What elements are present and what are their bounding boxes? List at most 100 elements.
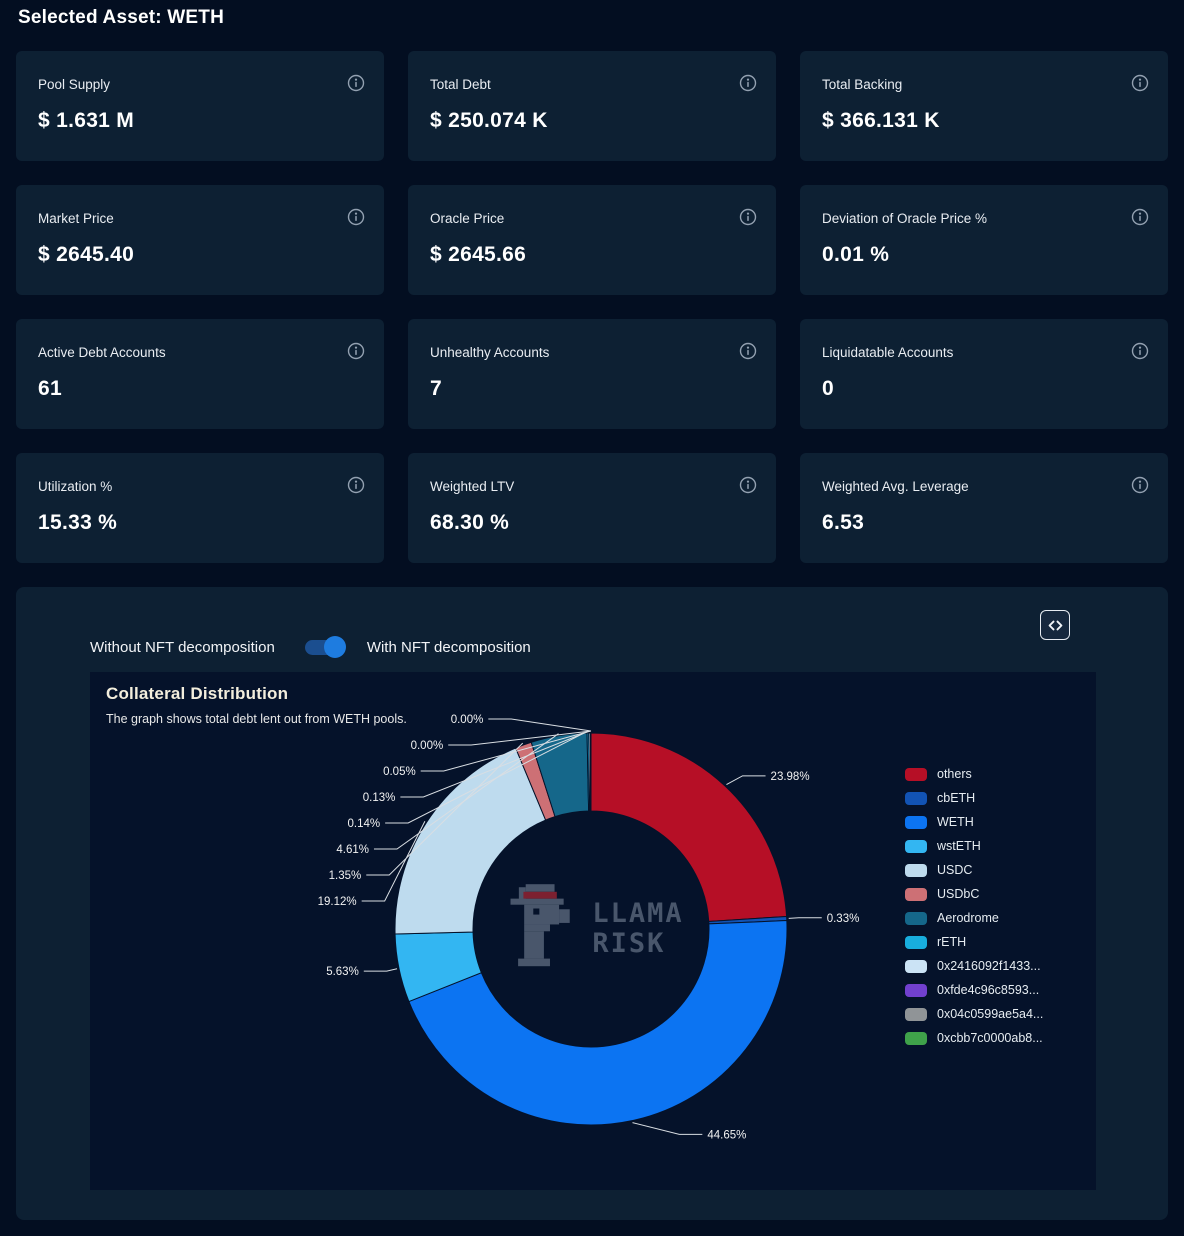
- code-icon: [1046, 616, 1065, 635]
- donut-slice-USDC[interactable]: [394, 747, 547, 935]
- info-icon[interactable]: [738, 207, 758, 227]
- legend-item-0x2416092f1433-[interactable]: 0x2416092f1433...: [905, 954, 1043, 978]
- chart-subtitle: The graph shows total debt lent out from…: [106, 712, 407, 726]
- stat-label: Weighted LTV: [430, 479, 515, 494]
- stat-label: Active Debt Accounts: [38, 345, 166, 360]
- info-icon[interactable]: [1130, 341, 1150, 361]
- legend-label: rETH: [937, 935, 967, 949]
- slice-percent-label: 5.63%: [326, 966, 359, 978]
- legend-item-rETH[interactable]: rETH: [905, 930, 1043, 954]
- collateral-distribution-chart: 0.00% 0.00% 0.05% 0.13% 0.14% 4.61% 1.35% 19.12…: [90, 672, 1096, 1190]
- legend-item-wstETH[interactable]: wstETH: [905, 834, 1043, 858]
- stat-value: $ 1.631 M: [38, 109, 135, 132]
- stat-card-oracle-price: Oracle Price $ 2645.66: [408, 185, 776, 295]
- legend-swatch: [905, 815, 927, 829]
- legend-label: WETH: [937, 815, 974, 829]
- stat-label: Weighted Avg. Leverage: [822, 479, 969, 494]
- stat-value: $ 250.074 K: [430, 109, 548, 132]
- label-leader-line: [488, 718, 592, 732]
- stat-card-oracle-deviation: Deviation of Oracle Price % 0.01 %: [800, 185, 1168, 295]
- legend-swatch: [905, 1031, 927, 1045]
- stat-card-pool-supply: Pool Supply $ 1.631 M: [16, 51, 384, 161]
- legend-item-others[interactable]: others: [905, 762, 1043, 786]
- label-leader-line: [400, 730, 590, 798]
- legend-label: wstETH: [937, 839, 981, 853]
- legend-item-0xcbb7c0000ab8-[interactable]: 0xcbb7c0000ab8...: [905, 1026, 1043, 1050]
- code-expand-button[interactable]: [1040, 610, 1070, 640]
- donut-slice-others[interactable]: [590, 732, 788, 922]
- stat-card-liquidatable-accounts: Liquidatable Accounts 0: [800, 319, 1168, 429]
- label-leader-line: [385, 730, 589, 824]
- legend-label: 0x2416092f1433...: [937, 959, 1041, 973]
- info-icon[interactable]: [346, 73, 366, 93]
- stat-label: Liquidatable Accounts: [822, 345, 954, 360]
- info-icon[interactable]: [1130, 207, 1150, 227]
- slice-percent-label: 19.12%: [318, 896, 357, 908]
- legend-item-0x04c0599ae5a4-[interactable]: 0x04c0599ae5a4...: [905, 1002, 1043, 1026]
- info-icon[interactable]: [1130, 475, 1150, 495]
- donut-slice-WETH[interactable]: [408, 920, 788, 1126]
- slice-percent-label: 0.00%: [411, 740, 444, 752]
- info-icon[interactable]: [738, 73, 758, 93]
- stats-grid: Pool Supply $ 1.631 M Total Debt $ 250.0…: [16, 51, 1168, 563]
- chart-title: Collateral Distribution: [106, 684, 289, 703]
- slice-percent-label: 0.05%: [383, 766, 416, 778]
- slice-percent-label: 23.98%: [771, 771, 810, 783]
- stat-value: $ 2645.66: [430, 243, 527, 266]
- legend-item-WETH[interactable]: WETH: [905, 810, 1043, 834]
- stat-value: 7: [430, 377, 442, 400]
- stat-value: 6.53: [822, 511, 865, 534]
- legend-swatch: [905, 1007, 927, 1021]
- stat-label: Deviation of Oracle Price %: [822, 211, 988, 226]
- legend-label: 0xcbb7c0000ab8...: [937, 1031, 1043, 1045]
- stat-card-weighted-avg-leverage: Weighted Avg. Leverage 6.53: [800, 453, 1168, 563]
- label-leader-line: [726, 775, 766, 786]
- slice-percent-label: 0.14%: [348, 818, 381, 830]
- label-leader-line: [420, 730, 591, 772]
- stat-card-weighted-ltv: Weighted LTV 68.30 %: [408, 453, 776, 563]
- nft-decomposition-toggle[interactable]: [304, 636, 346, 658]
- legend-item-cbETH[interactable]: cbETH: [905, 786, 1043, 810]
- nft-decomposition-toggle-row: Without NFT decomposition With NFT decom…: [16, 587, 1168, 672]
- legend-item-0xfde4c96c8593-[interactable]: 0xfde4c96c8593...: [905, 978, 1043, 1002]
- stat-label: Utilization %: [38, 479, 113, 494]
- legend-swatch: [905, 839, 927, 853]
- chart-legend: others cbETH WETH wstETH USDC USDbC Aerodrome r…: [905, 762, 1043, 1050]
- legend-item-Aerodrome[interactable]: Aerodrome: [905, 906, 1043, 930]
- slice-percent-label: 0.00%: [451, 714, 484, 726]
- info-icon[interactable]: [1130, 73, 1150, 93]
- toggle-left-label: Without NFT decomposition: [90, 639, 275, 656]
- slice-percent-label: 0.33%: [827, 913, 860, 925]
- donut-slice-0xfde4c96c8593-[interactable]: [589, 732, 592, 812]
- stat-label: Market Price: [38, 211, 114, 226]
- stat-label: Total Backing: [822, 77, 903, 92]
- legend-label: Aerodrome: [937, 911, 999, 925]
- legend-swatch: [905, 887, 927, 901]
- label-leader-line: [448, 730, 592, 746]
- stat-card-utilization: Utilization % 15.33 %: [16, 453, 384, 563]
- legend-swatch: [905, 911, 927, 925]
- slice-percent-label: 44.65%: [707, 1129, 746, 1141]
- stat-card-market-price: Market Price $ 2645.40: [16, 185, 384, 295]
- legend-swatch: [905, 863, 927, 877]
- info-icon[interactable]: [346, 341, 366, 361]
- legend-swatch: [905, 983, 927, 997]
- collateral-chart-card: Without NFT decomposition With NFT decom…: [16, 587, 1168, 1220]
- stat-label: Total Debt: [430, 77, 491, 92]
- info-icon[interactable]: [346, 207, 366, 227]
- toggle-right-label: With NFT decomposition: [366, 639, 531, 656]
- legend-item-USDbC[interactable]: USDbC: [905, 882, 1043, 906]
- stat-card-active-debt-accounts: Active Debt Accounts 61: [16, 319, 384, 429]
- legend-label: USDC: [937, 863, 973, 877]
- legend-label: 0x04c0599ae5a4...: [937, 1007, 1044, 1021]
- info-icon[interactable]: [738, 475, 758, 495]
- info-icon[interactable]: [738, 341, 758, 361]
- stat-value: 15.33 %: [38, 511, 118, 534]
- legend-swatch: [905, 959, 927, 973]
- legend-item-USDC[interactable]: USDC: [905, 858, 1043, 882]
- info-icon[interactable]: [346, 475, 366, 495]
- stat-value: 0.01 %: [822, 243, 890, 266]
- stat-value: 61: [38, 377, 62, 400]
- legend-label: 0xfde4c96c8593...: [937, 983, 1040, 997]
- stat-value: $ 366.131 K: [822, 109, 940, 132]
